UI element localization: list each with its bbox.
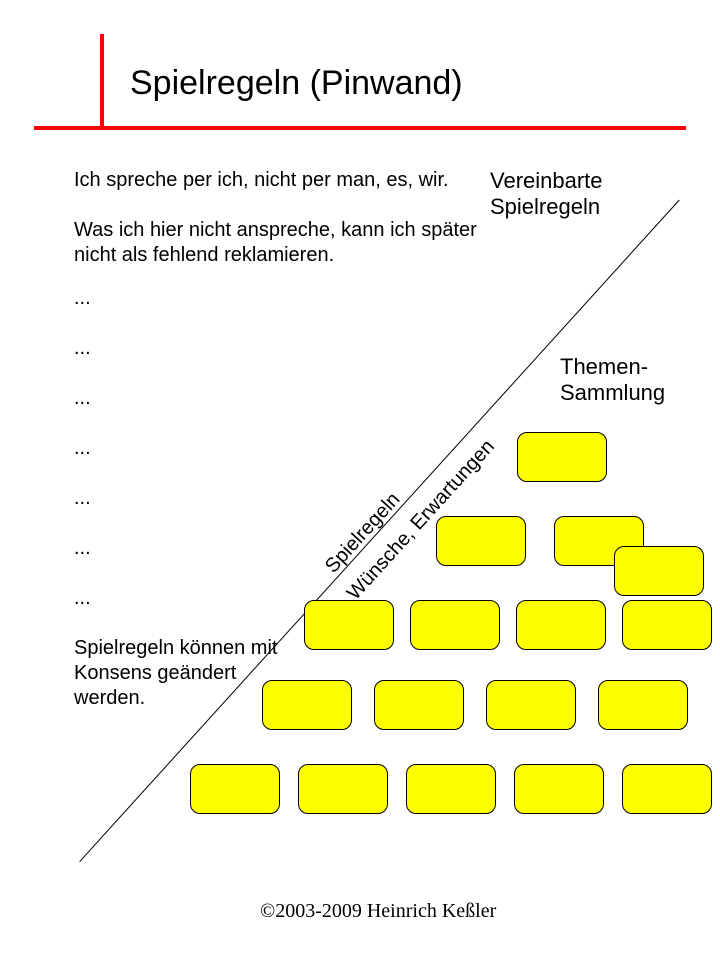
title-rule-horizontal <box>34 126 686 130</box>
left-text-5: ... <box>74 436 274 461</box>
topic-card <box>614 546 704 596</box>
topic-card <box>190 764 280 814</box>
left-text-3: ... <box>74 336 274 361</box>
topic-card <box>622 764 712 814</box>
left-text-8: ... <box>74 586 274 611</box>
copyright-footer: ©2003-2009 Heinrich Keßler <box>260 900 496 923</box>
left-text-1: Was ich hier nicht anspreche, kann ich s… <box>74 218 494 268</box>
topic-card <box>514 764 604 814</box>
left-text-7: ... <box>74 536 274 561</box>
topic-card <box>486 680 576 730</box>
left-text-4: ... <box>74 386 274 411</box>
topic-card <box>262 680 352 730</box>
topic-card <box>410 600 500 650</box>
topic-card <box>598 680 688 730</box>
topic-card <box>374 680 464 730</box>
topic-card <box>622 600 712 650</box>
label-vereinbarte-spielregeln: VereinbarteSpielregeln <box>490 168 603 221</box>
topic-card <box>304 600 394 650</box>
label-themen-sammlung: Themen-Sammlung <box>560 354 665 407</box>
left-text-2: ... <box>74 286 274 311</box>
topic-card <box>517 432 607 482</box>
title-rule-vertical <box>100 34 104 130</box>
topic-card <box>406 764 496 814</box>
page-title: Spielregeln (Pinwand) <box>130 64 463 103</box>
topic-card <box>298 764 388 814</box>
left-text-6: ... <box>74 486 274 511</box>
topic-card <box>436 516 526 566</box>
canvas: Spielregeln (Pinwand) Ich spreche per ic… <box>0 0 720 960</box>
topic-card <box>516 600 606 650</box>
diagonal-text-spielregeln: Spielregeln <box>321 488 405 578</box>
diagonal-group: Spielregeln Wünsche, Erwartungen <box>0 0 720 960</box>
left-text-0: Ich spreche per ich, nicht per man, es, … <box>74 168 474 193</box>
